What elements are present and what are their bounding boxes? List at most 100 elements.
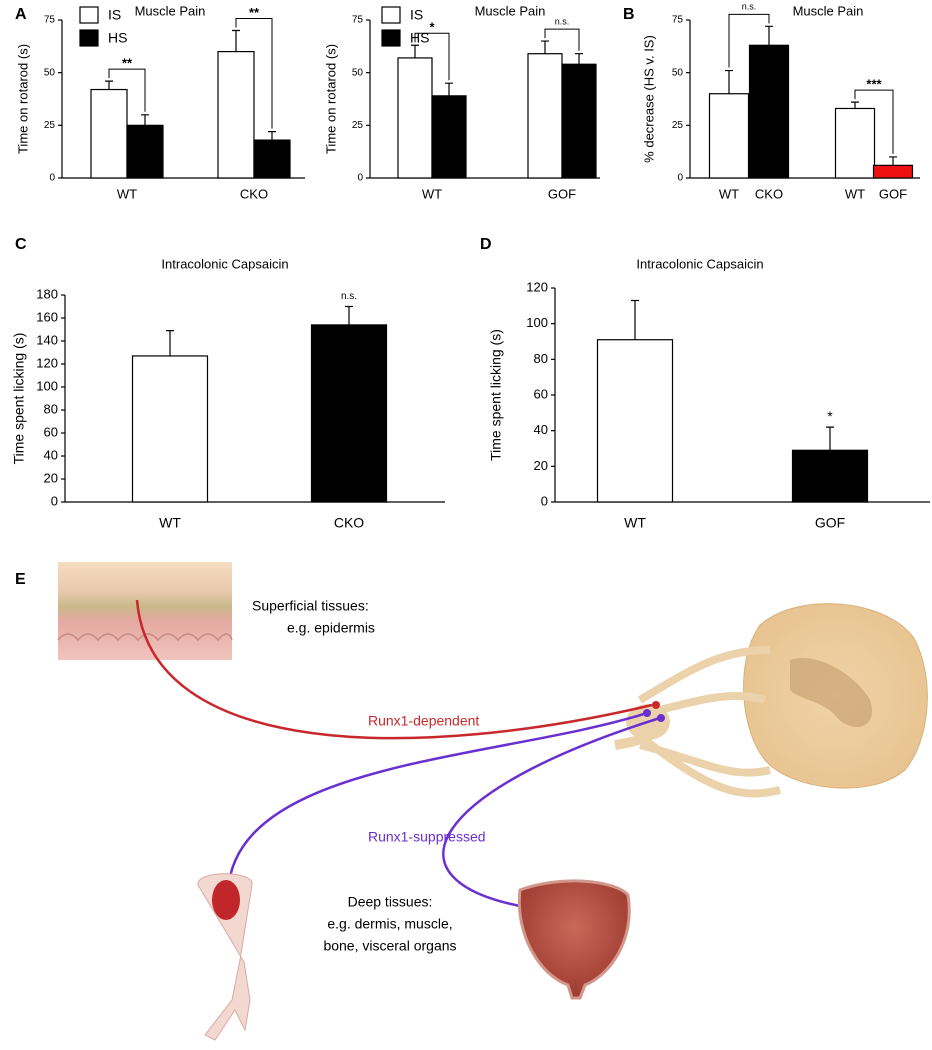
y-axis-label: Time on rotarod (s) bbox=[323, 44, 338, 154]
bar bbox=[131, 355, 209, 503]
error-bar bbox=[725, 69, 733, 94]
error-bar bbox=[445, 82, 453, 96]
bar bbox=[217, 50, 255, 179]
legend-swatch bbox=[381, 6, 401, 24]
y-tick-label: 75 bbox=[352, 15, 364, 26]
bar bbox=[527, 53, 563, 179]
significance-label: * bbox=[827, 408, 833, 424]
error-bar bbox=[232, 29, 240, 52]
error-bar bbox=[889, 156, 897, 166]
bar bbox=[310, 324, 388, 503]
y-tick-label: 0 bbox=[49, 173, 55, 184]
y-tick-label: 75 bbox=[44, 15, 56, 26]
x-tick-label: WT bbox=[719, 186, 739, 201]
y-tick-label: 25 bbox=[44, 120, 56, 131]
y-tick-label: 75 bbox=[672, 15, 684, 26]
y-axis-label: Time on rotarod (s) bbox=[15, 44, 30, 154]
runx1-dependent-fiber bbox=[135, 599, 653, 740]
significance-label: *** bbox=[866, 77, 882, 92]
y-tick-label: 160 bbox=[36, 309, 58, 324]
x-tick-label: CKO bbox=[240, 186, 268, 201]
x-tick-label: GOF bbox=[548, 186, 576, 201]
y-axis-label: Time spent licking (s) bbox=[488, 329, 504, 461]
legend-label: IS bbox=[108, 7, 121, 23]
y-tick-label: 0 bbox=[357, 173, 363, 184]
bar bbox=[126, 124, 164, 179]
legend-swatch bbox=[79, 6, 99, 24]
legend-label: HS bbox=[410, 30, 429, 46]
bar bbox=[791, 449, 869, 503]
x-tick-label: GOF bbox=[815, 515, 845, 531]
y-tick-label: 25 bbox=[672, 120, 684, 131]
error-bar bbox=[141, 114, 149, 126]
significance-label: n.s. bbox=[555, 16, 570, 26]
y-tick-label: 0 bbox=[677, 173, 683, 184]
y-tick-label: 0 bbox=[51, 493, 58, 508]
error-bar bbox=[541, 40, 549, 54]
x-tick-label: CKO bbox=[755, 186, 783, 201]
significance-label: n.s. bbox=[742, 2, 757, 12]
chart-title: Muscle Pain bbox=[475, 3, 546, 18]
y-tick-label: 20 bbox=[534, 458, 548, 473]
y-tick-label: 25 bbox=[352, 120, 364, 131]
x-tick-label: WT bbox=[422, 186, 442, 201]
chart-title: Muscle Pain bbox=[793, 3, 864, 18]
panel-label: D bbox=[480, 236, 492, 253]
x-tick-label: WT bbox=[845, 186, 865, 201]
legend-label: IS bbox=[410, 7, 423, 23]
x-tick-label: GOF bbox=[879, 186, 907, 201]
diagram-label: Runx1-suppressed bbox=[368, 829, 486, 845]
significance-label: n.s. bbox=[341, 291, 357, 302]
y-tick-label: 100 bbox=[36, 378, 58, 393]
y-tick-label: 40 bbox=[44, 447, 58, 462]
muscle bbox=[212, 880, 240, 920]
skin-illustration bbox=[58, 562, 232, 660]
bar bbox=[748, 44, 790, 179]
bar bbox=[708, 93, 750, 179]
y-tick-label: 80 bbox=[534, 351, 548, 366]
significance-bracket bbox=[854, 89, 894, 154]
y-tick-label: 80 bbox=[44, 401, 58, 416]
diagram-label: bone, visceral organs bbox=[323, 938, 456, 954]
y-axis-label: Time spent licking (s) bbox=[11, 333, 27, 465]
bar bbox=[872, 164, 914, 179]
chart-title: Muscle Pain bbox=[135, 3, 206, 18]
chart-title: Intracolonic Capsaicin bbox=[161, 256, 288, 271]
y-tick-label: 0 bbox=[541, 493, 548, 508]
diagram-label: Deep tissues: bbox=[348, 894, 433, 910]
error-bar bbox=[826, 426, 834, 451]
nerve bbox=[614, 723, 665, 750]
diagram-label: Superficial tissues: bbox=[252, 598, 369, 614]
error-bar bbox=[575, 53, 583, 65]
significance-label: ** bbox=[122, 56, 133, 71]
neuron bbox=[657, 714, 665, 722]
diagram-label: e.g. epidermis bbox=[287, 620, 375, 636]
error-bar bbox=[105, 80, 113, 90]
error-bar bbox=[765, 25, 773, 46]
error-bar bbox=[411, 44, 419, 58]
y-tick-label: 140 bbox=[36, 332, 58, 347]
y-tick-label: 20 bbox=[44, 470, 58, 485]
nerve-roots bbox=[637, 646, 781, 798]
legend-label: HS bbox=[108, 30, 127, 46]
legend-swatch bbox=[79, 29, 99, 47]
diagram: E Superficial tissues: e.g. epidermis Ru… bbox=[15, 562, 928, 1041]
error-bar bbox=[166, 330, 174, 356]
significance-bracket bbox=[728, 13, 770, 68]
bar bbox=[431, 95, 467, 179]
bar bbox=[596, 339, 674, 503]
error-bar bbox=[345, 305, 353, 325]
bar bbox=[90, 88, 128, 179]
y-tick-label: 100 bbox=[526, 315, 548, 330]
error-bar bbox=[268, 131, 276, 141]
neuron bbox=[643, 709, 651, 717]
significance-bracket bbox=[235, 18, 273, 129]
error-bar bbox=[851, 101, 859, 109]
bar bbox=[561, 63, 597, 179]
bar bbox=[834, 107, 876, 179]
skin-layer bbox=[57, 633, 233, 642]
bar bbox=[253, 139, 291, 179]
panel-label: C bbox=[15, 236, 27, 253]
x-tick-label: WT bbox=[117, 186, 137, 201]
